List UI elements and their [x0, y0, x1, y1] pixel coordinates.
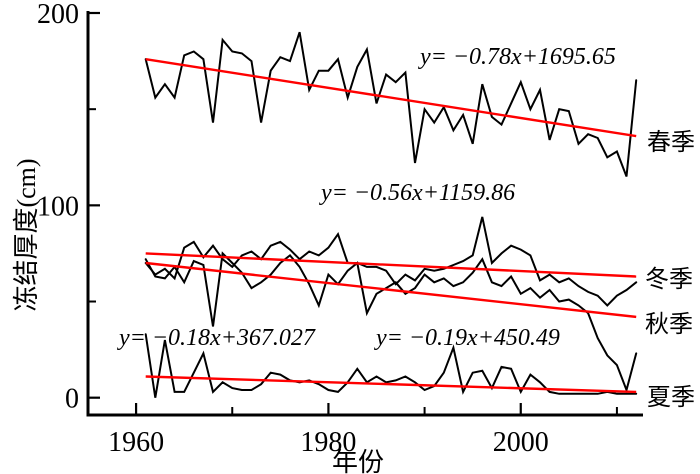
series-line-summer	[144, 333, 638, 398]
series-line-spring	[144, 31, 638, 177]
series-line-winter	[144, 216, 638, 307]
trend-line-spring	[145, 58, 637, 138]
y-tick-label: 100	[37, 191, 79, 222]
axes-lines	[86, 11, 643, 417]
x-tick-label: 1960	[108, 427, 164, 458]
trend-line-winter	[145, 252, 637, 278]
trend-line-autumn	[145, 261, 637, 319]
x-tick-label: 2000	[493, 427, 549, 458]
x-tick-label: 1980	[300, 427, 356, 458]
y-tick-label: 200	[37, 0, 79, 30]
trend-line-summer	[145, 375, 637, 394]
y-tick-label: 0	[65, 384, 79, 415]
